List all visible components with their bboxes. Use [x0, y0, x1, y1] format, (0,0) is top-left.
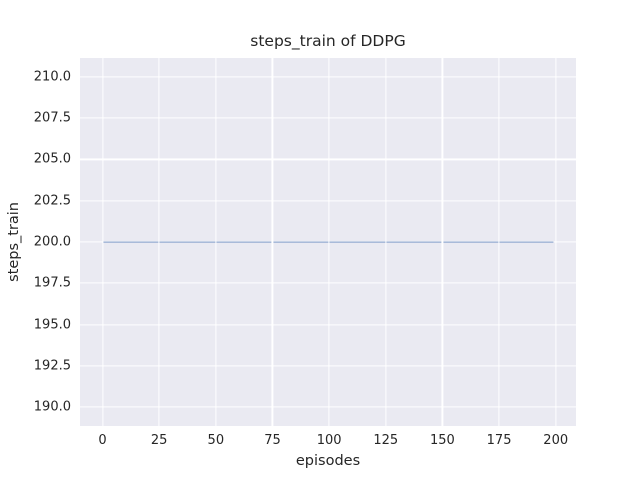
y-tick-label: 197.5: [33, 275, 71, 291]
y-gridline: [80, 241, 576, 243]
chart-title: steps_train of DDPG: [250, 32, 406, 50]
x-tick-label: 175: [486, 433, 512, 448]
y-tick-label: 195.0: [33, 317, 71, 332]
y-tick-label: 200.0: [33, 234, 71, 250]
y-gridline: [80, 76, 576, 78]
y-tick-label: 207.5: [33, 110, 71, 126]
x-tick-label: 150: [430, 433, 455, 448]
y-gridline: [80, 406, 576, 408]
y-gridline: [80, 323, 576, 326]
y-gridline: [80, 117, 576, 119]
x-tick-label: 200: [543, 433, 569, 448]
y-tick-label: 190.0: [33, 399, 71, 415]
x-tick-label: 0: [98, 433, 107, 448]
x-tick-label: 75: [264, 433, 281, 448]
y-tick-label: 205.0: [33, 151, 71, 167]
x-tick-label: 100: [316, 433, 342, 448]
x-tick-label: 50: [207, 433, 225, 448]
x-tick-label: 25: [150, 433, 168, 448]
y-tick-label: 192.5: [33, 358, 71, 374]
y-tick-label: 202.5: [33, 193, 71, 209]
y-gridline: [80, 282, 576, 284]
y-gridline: [80, 158, 576, 161]
y-gridline: [80, 200, 576, 202]
plot-area: [80, 58, 576, 426]
x-tick-label: 125: [373, 433, 399, 448]
y-tick-label: 210.0: [33, 69, 71, 85]
x-axis-label: episodes: [295, 453, 361, 469]
y-gridline: [80, 365, 576, 367]
